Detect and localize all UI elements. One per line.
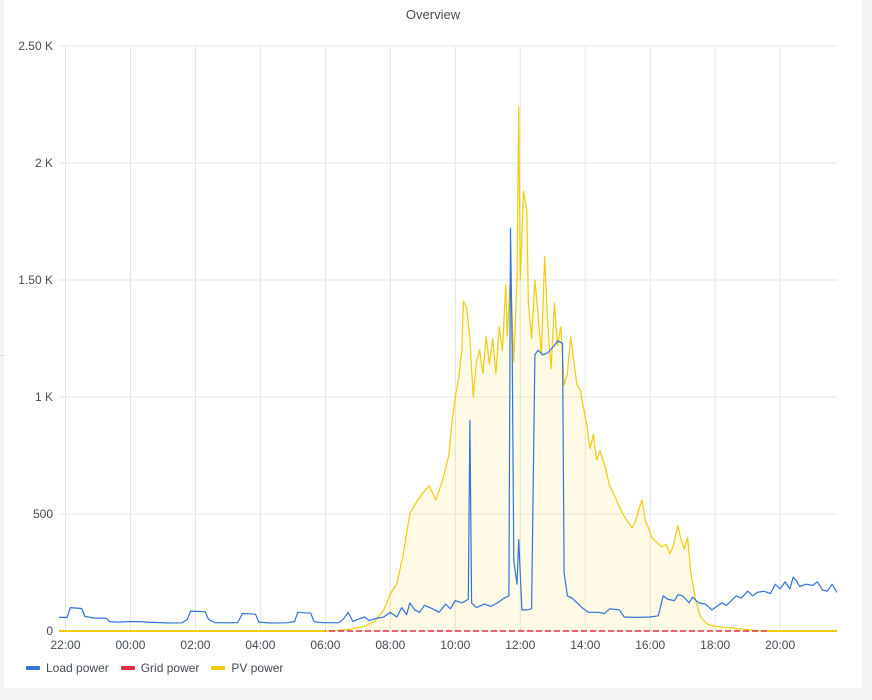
x-tick-label-5: 08:00 [375,638,405,652]
load-power-line[interactable] [59,227,838,624]
x-tick-label-6: 10:00 [440,638,470,652]
y-tick-label-4: 2 K [35,156,53,170]
pv-power-line[interactable] [59,106,837,632]
x-tick-label-3: 04:00 [245,638,275,652]
y-tick-label-5: 2.50 K [18,39,53,53]
legend-item-pv[interactable]: PV power [211,661,283,675]
series-layer [59,106,838,632]
legend-label-grid: Grid power [140,661,200,675]
legend-swatch-grid [120,666,135,670]
x-tick-label-10: 18:00 [700,638,730,652]
y-tick-label-3: 1.50 K [18,273,53,287]
y-tick-label-2: 1 K [35,390,53,404]
x-tick-label-4: 06:00 [310,638,340,652]
chart-panel: Overview 0 500 1 K 1.50 K 2 K 2.50 K 22:00 00:… [4,0,862,688]
x-tick-label-0: 22:00 [50,638,80,652]
y-axis-ticks: 0 500 1 K 1.50 K 2 K 2.50 K [18,39,53,638]
x-tick-label-2: 02:00 [180,638,210,652]
pv-power-area [59,106,837,632]
x-axis-ticks: 22:00 00:00 02:00 04:00 06:00 08:00 10:00 12:00… [50,638,795,652]
legend-item-grid[interactable]: Grid power [120,661,200,675]
legend-item-load[interactable]: Load power [26,661,109,675]
overview-chart[interactable]: 0 500 1 K 1.50 K 2 K 2.50 K 22:00 00:00 02:00 04… [4,0,862,688]
legend-swatch-pv [211,666,226,670]
x-tick-label-1: 00:00 [115,638,145,652]
y-tick-label-0: 0 [46,624,53,638]
x-tick-label-9: 16:00 [635,638,665,652]
x-tick-label-8: 14:00 [570,638,600,652]
panel-edge-mark [0,355,4,356]
legend-label-pv: PV power [231,661,284,675]
right-gutter [862,0,872,700]
legend-swatch-load [26,666,40,670]
y-tick-label-1: 500 [33,507,53,521]
x-tick-label-7: 12:00 [505,638,535,652]
x-tick-label-11: 20:00 [765,638,795,652]
legend-label-load: Load power [46,661,109,675]
panel-title[interactable]: Overview [405,7,461,22]
legend: Load power Grid power PV power [26,661,283,675]
